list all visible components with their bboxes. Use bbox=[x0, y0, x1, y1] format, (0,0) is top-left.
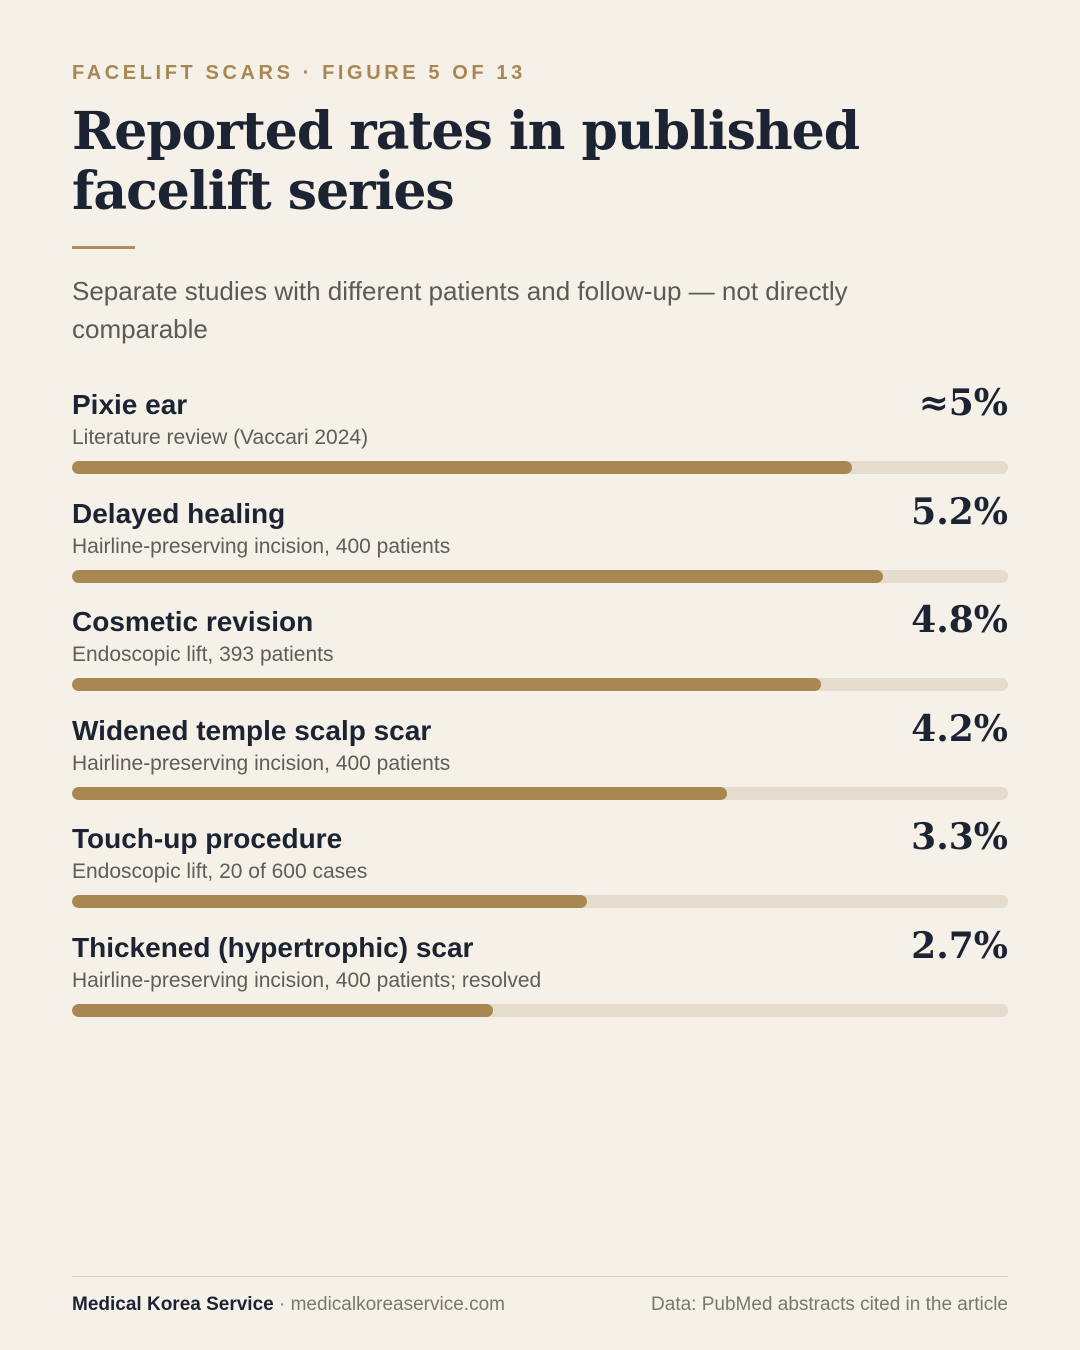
bar-label: Thickened (hypertrophic) scar bbox=[72, 931, 474, 963]
footer-separator: · bbox=[273, 1294, 291, 1315]
bar-row: Pixie ear Literature review (Vaccari 2024… bbox=[72, 382, 1008, 495]
bar-track bbox=[72, 461, 1008, 474]
chart-title: Reported rates in published facelift ser… bbox=[72, 101, 860, 222]
bar-row: Delayed healing Hairline-preserving incis… bbox=[72, 491, 1008, 604]
bar-source-note: Endoscopic lift, 20 of 600 cases bbox=[72, 860, 368, 883]
bar-fill bbox=[72, 1003, 494, 1017]
bar-track bbox=[72, 1003, 1008, 1017]
title-divider bbox=[72, 246, 135, 249]
figure-page: FACELIFT SCARS · FIGURE 5 OF 13 Reported… bbox=[72, 0, 1008, 1350]
figure-kicker: FACELIFT SCARS · FIGURE 5 OF 13 bbox=[72, 62, 526, 84]
bar-fill bbox=[72, 678, 821, 691]
bar-fill bbox=[72, 461, 852, 474]
data-source: Data: PubMed abstracts cited in the arti… bbox=[651, 1294, 1008, 1315]
bar-fill bbox=[72, 786, 728, 800]
site-url: medicalkoreaservice.com bbox=[290, 1294, 505, 1315]
bar-row: Widened temple scalp scar Hairline-preser… bbox=[72, 708, 1008, 821]
bar-source-note: Hairline-preserving incision, 400 patien… bbox=[72, 968, 542, 992]
bar-label: Widened temple scalp scar bbox=[72, 714, 432, 746]
bar-row: Thickened (hypertrophic) scar Hairline-pr… bbox=[72, 925, 1008, 1038]
bar-label: Touch-up procedure bbox=[72, 823, 343, 854]
bar-source-note: Endoscopic lift, 393 patients bbox=[72, 643, 334, 666]
bar-track bbox=[72, 786, 1008, 800]
bar-label: Delayed healing bbox=[72, 497, 286, 529]
bar-list: Pixie ear Literature review (Vaccari 2024… bbox=[72, 382, 1008, 1038]
bar-value-label: 4.2% bbox=[911, 707, 1008, 750]
bar-row: Touch-up procedure Endoscopic lift, 20 of… bbox=[72, 816, 1008, 929]
bar-source-note: Hairline-preserving incision, 400 patien… bbox=[72, 534, 451, 558]
bar-track bbox=[72, 678, 1008, 691]
brand-name: Medical Korea Service bbox=[72, 1294, 274, 1315]
bar-track bbox=[72, 569, 1008, 583]
bar-label: Cosmetic revision bbox=[72, 606, 314, 637]
bar-track bbox=[72, 895, 1008, 908]
bar-fill bbox=[72, 569, 884, 583]
bar-fill bbox=[72, 895, 587, 908]
bar-row: Cosmetic revision Endoscopic lift, 393 pa… bbox=[72, 599, 1008, 712]
footer-divider bbox=[72, 1276, 1008, 1277]
bar-value-label: 4.8% bbox=[911, 599, 1008, 641]
bar-source-note: Literature review (Vaccari 2024) bbox=[72, 426, 369, 449]
bar-value-label: ≈5% bbox=[918, 382, 1008, 424]
bar-value-label: 3.3% bbox=[911, 816, 1008, 858]
bar-value-label: 2.7% bbox=[911, 924, 1008, 967]
bar-source-note: Hairline-preserving incision, 400 patien… bbox=[72, 751, 451, 775]
bar-label: Pixie ear bbox=[72, 389, 188, 420]
bar-value-label: 5.2% bbox=[911, 490, 1008, 533]
chart-subtitle: Separate studies with different patients… bbox=[72, 276, 848, 344]
footer-credit: Medical Korea Service · medicalkoreaserv… bbox=[72, 1294, 505, 1316]
